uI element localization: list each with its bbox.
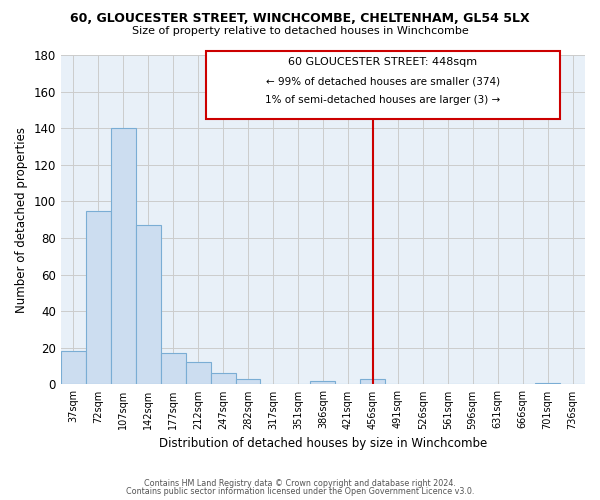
Bar xyxy=(61,352,86,384)
Bar xyxy=(206,52,560,119)
Bar xyxy=(111,128,136,384)
Text: 60 GLOUCESTER STREET: 448sqm: 60 GLOUCESTER STREET: 448sqm xyxy=(288,57,478,67)
Bar xyxy=(86,210,111,384)
Text: Size of property relative to detached houses in Winchcombe: Size of property relative to detached ho… xyxy=(131,26,469,36)
Text: 60, GLOUCESTER STREET, WINCHCOMBE, CHELTENHAM, GL54 5LX: 60, GLOUCESTER STREET, WINCHCOMBE, CHELT… xyxy=(70,12,530,26)
Text: 1% of semi-detached houses are larger (3) →: 1% of semi-detached houses are larger (3… xyxy=(265,96,500,106)
Y-axis label: Number of detached properties: Number of detached properties xyxy=(15,126,28,312)
Bar xyxy=(185,362,211,384)
Text: ← 99% of detached houses are smaller (374): ← 99% of detached houses are smaller (37… xyxy=(266,77,500,87)
Bar xyxy=(211,374,236,384)
Text: Contains public sector information licensed under the Open Government Licence v3: Contains public sector information licen… xyxy=(126,487,474,496)
Text: Contains HM Land Registry data © Crown copyright and database right 2024.: Contains HM Land Registry data © Crown c… xyxy=(144,478,456,488)
Bar xyxy=(310,381,335,384)
Bar xyxy=(361,379,385,384)
X-axis label: Distribution of detached houses by size in Winchcombe: Distribution of detached houses by size … xyxy=(159,437,487,450)
Bar xyxy=(161,354,185,384)
Bar xyxy=(236,379,260,384)
Bar xyxy=(535,382,560,384)
Bar xyxy=(136,225,161,384)
